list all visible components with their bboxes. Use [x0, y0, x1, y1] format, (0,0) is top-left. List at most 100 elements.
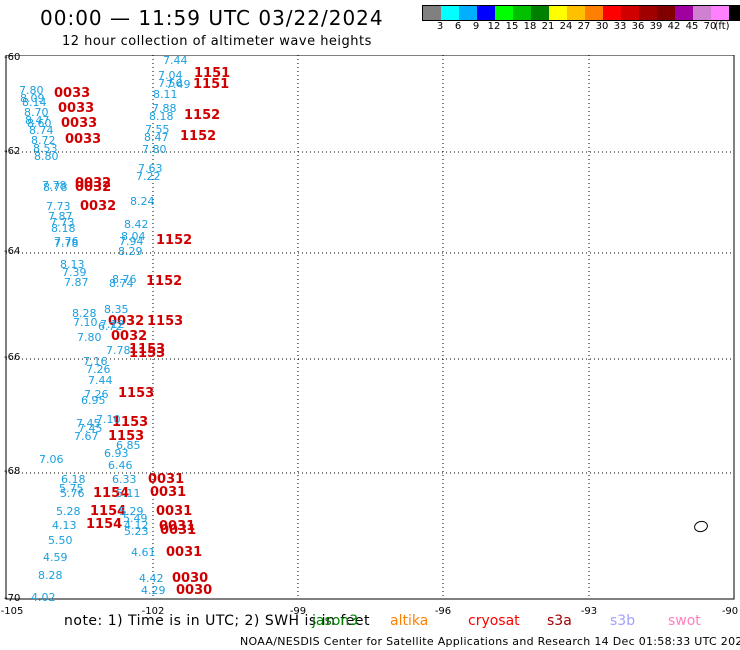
legend-item-cryosat: cryosat [468, 613, 520, 629]
wave-height-value: 6.33 [112, 473, 137, 486]
pass-time-label: 1152 [180, 129, 217, 144]
color-swatch [693, 6, 711, 20]
wave-height-value: 7.39 [62, 266, 87, 279]
wave-height-value: 7.80 [77, 331, 102, 344]
wave-height-value: 7.78 [106, 344, 131, 357]
credit-line: NOAA/NESDIS Center for Satellite Applica… [240, 635, 740, 648]
color-swatch [477, 6, 495, 20]
color-scale-label: 18 [523, 21, 537, 32]
color-scale-bar [422, 5, 740, 21]
wave-height-value: 5.23 [124, 525, 149, 538]
wave-height-value: 8.70 [24, 106, 49, 119]
color-scale-label: 36 [631, 21, 645, 32]
color-scale-label: 30 [595, 21, 609, 32]
wave-height-value: 6.72 [98, 320, 123, 333]
y-tick-label: -62 [4, 146, 21, 157]
wave-height-value: 7.44 [163, 55, 188, 67]
pass-time-label: 1152 [184, 108, 221, 123]
color-scale-label: 42 [667, 21, 681, 32]
x-tick-label: -93 [580, 606, 598, 617]
color-swatch [657, 6, 675, 20]
wave-height-value: 4.42 [139, 572, 164, 585]
wave-height-value: 5.49 [123, 512, 148, 525]
wave-height-value: 5.75 [59, 482, 84, 495]
pass-time-label: 1154 [93, 486, 130, 501]
color-swatch [729, 6, 740, 20]
pass-time-label: 0032 [108, 314, 145, 329]
pass-time-label: 1153 [112, 415, 149, 430]
pass-time-label: 0030 [176, 583, 213, 598]
y-tick-label: -70 [4, 593, 21, 604]
pass-time-label: 0032 [75, 176, 112, 191]
x-tick-label: -99 [289, 606, 307, 617]
wave-height-value: 8.80 [34, 150, 59, 163]
wave-height-value: 5.50 [48, 534, 73, 547]
wave-height-value: 7.87 [64, 276, 89, 289]
wave-height-value: 7.10 [96, 413, 121, 426]
wave-height-value: 6.95 [81, 394, 106, 407]
pass-time-label: 0031 [160, 523, 197, 538]
color-swatch [423, 6, 441, 20]
pass-time-label: 0033 [54, 86, 91, 101]
wave-height-value: 5.76 [60, 487, 85, 500]
color-scale-label: 3 [436, 21, 444, 32]
pass-time-label: 0032 [111, 329, 148, 344]
color-scale-label: 6 [454, 21, 462, 32]
wave-height-value: 8.13 [60, 258, 85, 271]
wave-height-value: 8.76 [112, 273, 137, 286]
map-title: 00:00 — 11:59 UTC 03/22/2024 [40, 6, 384, 30]
wave-height-value: 8.24 [130, 195, 155, 208]
wave-height-value: 7.73 [46, 200, 71, 213]
wave-height-value: 4.12 [124, 519, 149, 532]
wave-height-value: 7.26 [86, 363, 111, 376]
wave-height-value: 7.88 [152, 102, 177, 115]
pass-time-label: 1153 [147, 314, 184, 329]
pass-time-label: 1153 [108, 429, 145, 444]
wave-height-value: 7.87 [48, 210, 73, 223]
wave-height-value: 7.78 [42, 179, 67, 192]
wave-height-value: 4.13 [52, 519, 77, 532]
wave-height-value: 7.26 [84, 388, 109, 401]
wave-height-value: 8.18 [149, 110, 174, 123]
pass-time-label: 1153 [129, 342, 166, 357]
pass-time-label: 0031 [156, 504, 193, 519]
wave-height-value: 7.45 [76, 417, 101, 430]
wave-height-value: 6.93 [104, 447, 129, 460]
pass-time-label: 0032 [80, 199, 117, 214]
wave-height-value: 7.49 [166, 78, 191, 91]
legend-item-jason3: jason3 [312, 613, 359, 629]
color-swatch [567, 6, 585, 20]
pass-time-label: 0030 [172, 571, 209, 586]
legend-item-swot: swot [668, 613, 701, 629]
color-swatch [459, 6, 477, 20]
color-swatch [603, 6, 621, 20]
wave-height-value: 7.55 [145, 123, 170, 136]
wave-height-value: 7.44 [88, 374, 113, 387]
wave-height-value: 8.78 [43, 181, 68, 194]
y-tick-label: -60 [4, 52, 21, 63]
color-swatch [513, 6, 531, 20]
wave-height-value: 6.46 [108, 459, 133, 472]
wave-height-value: 7.56 [158, 77, 183, 90]
wave-height-value: 6.85 [116, 439, 141, 452]
wave-height-value: 8.14 [22, 96, 47, 109]
y-tick-label: -64 [4, 246, 21, 257]
wave-height-value: 8.35 [104, 303, 129, 316]
y-tick-label: -68 [4, 466, 21, 477]
pass-time-label: 1152 [156, 233, 193, 248]
color-swatch [585, 6, 603, 20]
pass-time-label: 1153 [118, 386, 155, 401]
map-subtitle: 12 hour collection of altimeter wave hei… [62, 34, 372, 49]
footnote: note: 1) Time is in UTC; 2) SWH is in fe… [64, 613, 371, 629]
color-scale-label: 15 [505, 21, 519, 32]
color-scale-label: 27 [577, 21, 591, 32]
y-tick-label: -66 [4, 352, 21, 363]
wave-height-value: 4.02 [31, 591, 56, 604]
legend-item-altika: altika [390, 613, 429, 629]
wave-height-value: 8.28 [72, 307, 97, 320]
color-swatch [639, 6, 657, 20]
pass-time-label: 1154 [86, 517, 123, 532]
color-scale-label: 9 [472, 21, 480, 32]
pass-time-label: 0031 [159, 519, 196, 534]
wave-height-value: 8.74 [29, 124, 54, 137]
